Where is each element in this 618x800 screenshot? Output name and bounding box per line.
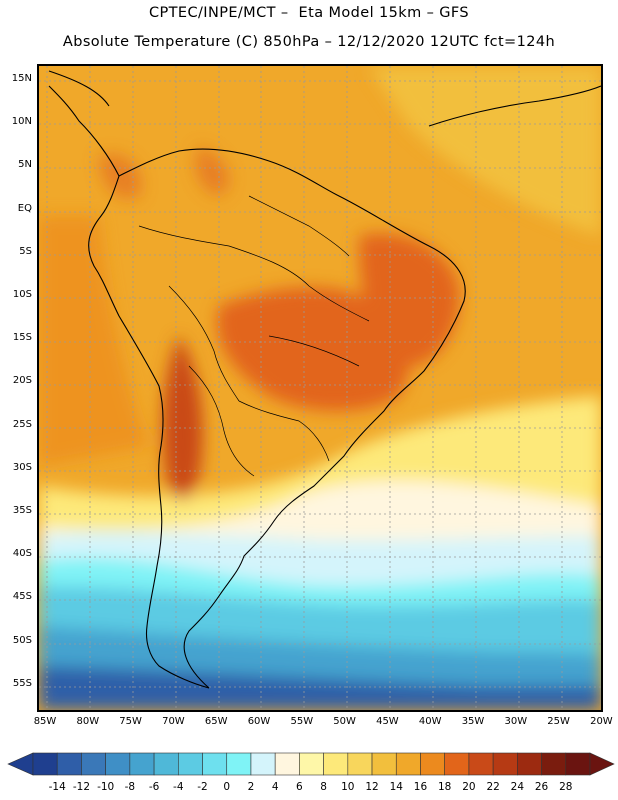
colorbar-tick-label: 20 (462, 781, 476, 793)
lon-label: 20W (590, 716, 613, 727)
colorbar-tick-label: 12 (365, 781, 379, 793)
colorbar-tick-label: 10 (341, 781, 355, 793)
lon-label: 65W (204, 716, 228, 727)
lon-label: 75W (119, 716, 142, 727)
lon-label: 70W (162, 716, 185, 727)
colorbar-tick-label: 26 (534, 781, 549, 793)
lat-label: 15N (11, 73, 32, 84)
colorbar-tick-label: 0 (223, 781, 231, 793)
colorbar-tick-label: -2 (197, 781, 208, 793)
colorbar-swatch (250, 752, 276, 776)
colorbar-swatch (371, 752, 397, 776)
colorbar-tick-label: 14 (389, 781, 403, 793)
lon-label: 25W (547, 716, 570, 727)
colorbar-swatch (153, 752, 179, 776)
map-title-line-1: CPTEC/INPE/MCT – Eta Model 15km – GFS (148, 5, 470, 21)
colorbar-tick-label: -14 (48, 781, 66, 793)
temperature-field (39, 66, 601, 710)
lon-label: 60W (247, 716, 271, 727)
lon-label: 30W (504, 716, 528, 727)
lat-label: 35S (12, 505, 32, 516)
map-title-line-2: Absolute Temperature (C) 850hPa – 12/12/… (62, 34, 556, 50)
lon-label: 85W (33, 716, 57, 727)
colorbar-tick-label: 18 (438, 781, 452, 793)
colorbar-tick-label: 4 (271, 781, 279, 793)
lat-label: 20S (12, 375, 32, 387)
colorbar-tick-label: -12 (72, 781, 90, 793)
lat-label: 5N (18, 159, 32, 171)
lat-label: 50S (12, 634, 32, 646)
colorbar-swatch (347, 752, 373, 776)
lat-label: 10N (11, 116, 32, 128)
colorbar-tick-label: 16 (413, 781, 428, 793)
lon-label: 40W (418, 716, 442, 727)
graticule (39, 66, 601, 710)
lat-label: 45S (12, 591, 32, 603)
lat-label: 30S (12, 461, 32, 473)
country-borders (138, 195, 370, 477)
colorbar-tick-label: 28 (559, 781, 573, 793)
lat-label: 5S (19, 245, 32, 257)
colorbar-tick-label: 22 (486, 781, 500, 793)
colorbar (7, 752, 615, 776)
triangle-left-icon (7, 752, 34, 776)
colorbar-swatch (565, 752, 591, 776)
colorbar-tick-label: -4 (173, 781, 184, 793)
lat-label: 15S (12, 332, 32, 344)
colorbar-tick-label: -10 (97, 781, 115, 793)
colorbar-swatch (56, 752, 82, 776)
colorbar-swatch (517, 752, 542, 776)
lon-label: 35W (461, 716, 485, 727)
colorbar-swatch (395, 752, 421, 776)
colorbar-swatch (492, 752, 518, 776)
colorbar-swatch (444, 752, 470, 776)
temperature-map (37, 64, 603, 712)
colorbar-swatch (274, 752, 300, 776)
colorbar-tick-label: 24 (510, 781, 525, 793)
colorbar-tick-label: -6 (148, 781, 160, 793)
colorbar-swatch (129, 752, 155, 776)
lat-label: 25S (12, 418, 32, 430)
colorbar-swatch (178, 752, 203, 776)
colorbar-tick-label: 8 (320, 781, 327, 793)
lon-label: 45W (376, 716, 399, 727)
map-canvas (39, 66, 601, 710)
colorbar-swatch (541, 752, 567, 776)
colorbar-swatch (81, 752, 106, 776)
lon-label: 50W (333, 716, 356, 727)
lat-label: EQ (17, 202, 32, 214)
colorbar-swatch (323, 752, 349, 776)
colorbar-swatch (105, 752, 131, 776)
colorbar-tick-label: 6 (296, 781, 303, 793)
colorbar-swatch (420, 752, 445, 776)
lon-label: 80W (76, 716, 100, 727)
lat-label: 40S (12, 548, 32, 560)
colorbar-swatch (468, 752, 494, 776)
colorbar-tick-label: 2 (247, 781, 255, 793)
colorbar-swatch (299, 752, 324, 776)
triangle-right-icon (589, 752, 615, 776)
colorbar-swatch (32, 752, 58, 776)
coastlines (48, 70, 601, 689)
lat-label: 10S (12, 289, 32, 300)
lon-label: 55W (290, 716, 314, 727)
colorbar-swatch (226, 752, 252, 776)
lat-label: 55S (12, 677, 32, 689)
colorbar-swatch (202, 752, 228, 776)
colorbar-tick-label: -8 (124, 781, 136, 793)
